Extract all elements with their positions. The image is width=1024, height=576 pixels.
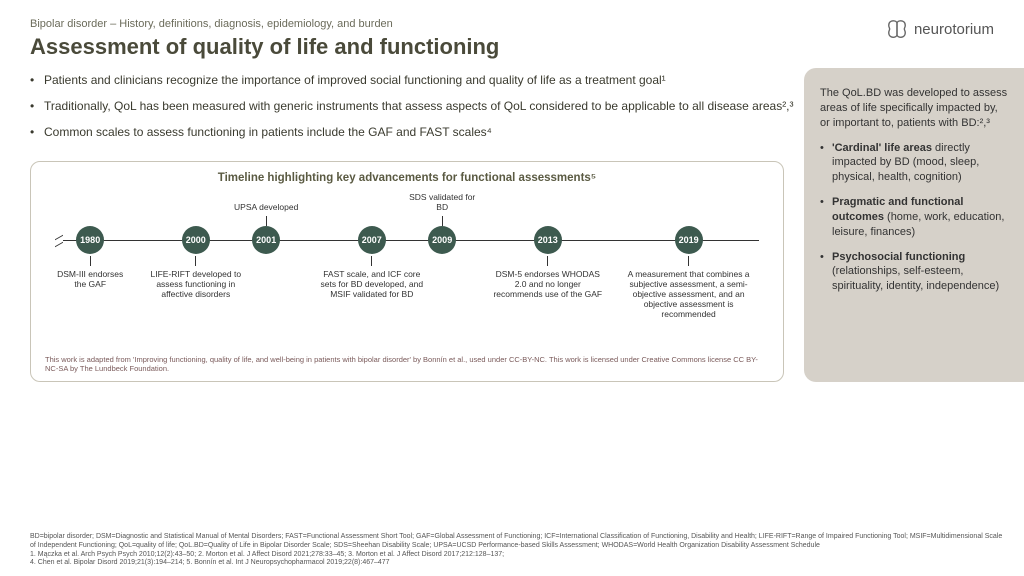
- logo-text: neurotorium: [914, 21, 994, 38]
- bullet-item: Common scales to assess functioning in p…: [30, 124, 794, 140]
- timeline-desc: A measurement that combines a subjective…: [624, 256, 754, 320]
- timeline-desc: FAST scale, and ICF core sets for BD dev…: [317, 256, 427, 300]
- header-text: Bipolar disorder – History, definitions,…: [30, 18, 886, 60]
- right-list-item: Psychosocial functioning (relationships,…: [820, 250, 1008, 295]
- timeline-line: [55, 240, 759, 242]
- timeline-year-dot: 1980: [76, 226, 104, 254]
- timeline-desc: UPSA developed: [231, 202, 301, 225]
- right-list-item: Pragmatic and functional outcomes (home,…: [820, 195, 1008, 240]
- right-list: 'Cardinal' life areas directly impacted …: [820, 141, 1008, 295]
- footnotes: BD=bipolar disorder; DSM=Diagnostic and …: [30, 533, 1004, 568]
- timeline-desc: DSM-5 endorses WHODAS 2.0 and no longer …: [493, 256, 603, 300]
- left-column: Patients and clinicians recognize the im…: [30, 68, 794, 382]
- header: Bipolar disorder – History, definitions,…: [0, 0, 1024, 68]
- timeline-year-dot: 2013: [534, 226, 562, 254]
- right-intro: The QoL.BD was developed to assess areas…: [820, 86, 1008, 131]
- timeline-year-dot: 2019: [675, 226, 703, 254]
- timeline-desc: DSM-III endorses the GAF: [50, 256, 130, 289]
- right-panel: The QoL.BD was developed to assess areas…: [804, 68, 1024, 382]
- right-list-item: 'Cardinal' life areas directly impacted …: [820, 141, 1008, 186]
- bullet-item: Patients and clinicians recognize the im…: [30, 72, 794, 88]
- timeline-year-dot: 2009: [428, 226, 456, 254]
- page-title: Assessment of quality of life and functi…: [30, 34, 886, 60]
- main-bullets: Patients and clinicians recognize the im…: [30, 68, 794, 161]
- logo: neurotorium: [886, 18, 994, 40]
- timeline-desc: LIFE-RIFT developed to assess functionin…: [146, 256, 246, 300]
- bullet-item: Traditionally, QoL has been measured wit…: [30, 98, 794, 114]
- timeline-year-dot: 2000: [182, 226, 210, 254]
- timeline-attribution: This work is adapted from 'Improving fun…: [45, 355, 769, 374]
- timeline-cutoff-icon: [55, 234, 63, 247]
- breadcrumb: Bipolar disorder – History, definitions,…: [30, 18, 886, 30]
- timeline-box: Timeline highlighting key advancements f…: [30, 161, 784, 383]
- timeline-above-row: UPSA developed SDS validated for BD: [55, 192, 759, 226]
- timeline-title: Timeline highlighting key advancements f…: [45, 172, 769, 184]
- timeline-year-dot: 2007: [358, 226, 386, 254]
- main: Patients and clinicians recognize the im…: [0, 68, 1024, 382]
- timeline-year-dot: 2001: [252, 226, 280, 254]
- timeline-desc-row: DSM-III endorses the GAFLIFE-RIFT develo…: [55, 256, 759, 351]
- timeline-desc: SDS validated for BD: [407, 192, 477, 225]
- timeline-track: 1980 2000 2001 2007 2009 2013 2019: [55, 226, 759, 256]
- brain-icon: [886, 18, 908, 40]
